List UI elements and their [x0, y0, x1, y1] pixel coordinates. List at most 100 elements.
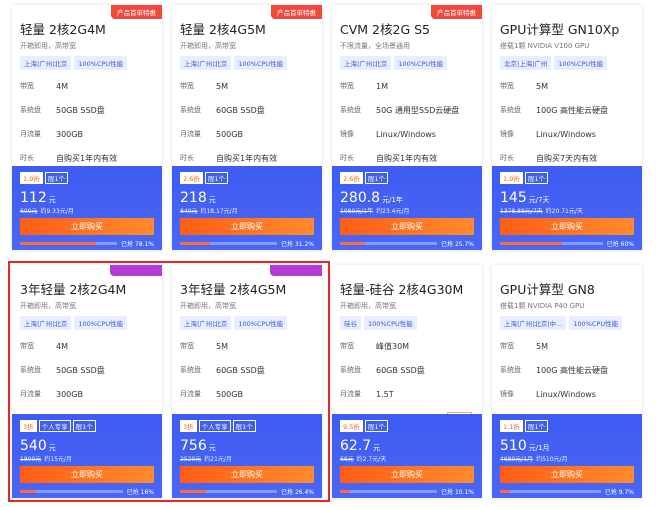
progress: 已抢 10.1% — [340, 487, 474, 496]
buy-button[interactable]: 立即购买 — [500, 218, 634, 235]
spec-label: 系统盘 — [340, 106, 361, 114]
product-card: 轻量-硅谷 2核4G30M 开箱即用，高带宽 硅谷 100%CPU性能 带宽 峰值30M 系… — [332, 265, 482, 498]
spec-row: 带宽 峰值30M — [340, 334, 474, 358]
tag: 上海|广州|北京 — [180, 316, 232, 330]
original-price: 4680元/1月 约510元/月 — [500, 454, 634, 463]
card-subtitle: 开箱即用，高带宽 — [180, 302, 236, 310]
spec-value: Linux/Windows — [536, 389, 596, 399]
card-subtitle: 搭载1颗 NVIDIA V100 GPU — [500, 42, 590, 50]
badge: 限1个 — [204, 172, 228, 184]
tag-list: 上海|广州|北京|中... 100%CPU性能 — [500, 316, 634, 330]
sold-label: 已抢 26.4% — [281, 489, 314, 496]
progress-fill — [500, 242, 562, 245]
buy-button[interactable]: 立即购买 — [20, 218, 154, 235]
per-price: 约20.71元/天 — [545, 208, 583, 215]
spec-value: 5M — [536, 341, 548, 351]
badge-list: 3折 个人专享 限1个 — [180, 420, 314, 432]
ribbon: 产品首单特惠 — [271, 5, 322, 19]
progress: 已抢 26.4% — [180, 487, 314, 496]
card-subtitle: 搭载1颗 NVIDIA P40 GPU — [500, 302, 585, 310]
per-price: 约23.4元/月 — [376, 208, 410, 215]
selection-highlight — [8, 261, 330, 502]
buy-button[interactable]: 立即购买 — [340, 218, 474, 235]
price-value: 218 — [180, 190, 207, 206]
card-title: 3年轻量 2核4G5M — [180, 282, 287, 297]
spec-row: 带宽 1M — [340, 74, 474, 98]
badge: 3折 — [20, 420, 37, 432]
price-panel: 1.9折 限1个 112 元 600元 约9.33元/月 立即购买 已抢 78.1% — [12, 166, 162, 250]
original-price: 1800元 约15元/月 — [20, 454, 154, 463]
card-info: 轻量 2核4G5M 开箱即用，高带宽 上海|广州|北京 100%CPU性能 带宽 5M 系统… — [172, 5, 322, 170]
spec-label: 带宽 — [340, 342, 354, 350]
buy-button[interactable]: 立即购买 — [180, 218, 314, 235]
spec-label: 带宽 — [180, 82, 194, 90]
card-title: GPU计算型 GN8 — [500, 282, 595, 297]
tag: 上海|广州|北京 — [20, 56, 72, 70]
card-subtitle: 开箱即用，高带宽 — [180, 42, 236, 50]
price-panel: 2.6折 限1个 218 元 840元 约18.17元/月 立即购买 已抢 31.2% — [172, 166, 322, 250]
card-subtitle: 开箱即用，高带宽 — [340, 302, 396, 310]
progress: 已抢 60% — [500, 239, 634, 248]
buy-button[interactable]: 立即购买 — [340, 466, 474, 483]
buy-button[interactable]: 立即购买 — [20, 466, 154, 483]
progress-fill — [340, 242, 365, 245]
original-price: 1378.88元/7天 约20.71元/天 — [500, 206, 634, 215]
tag: 北京|上海|广州 — [500, 56, 552, 70]
spec-label: 带宽 — [500, 342, 514, 350]
spec-label: 系统盘 — [180, 366, 201, 374]
product-card: 3年轻量 2核4G5M 开箱即用，高带宽 上海|广州|北京 100%CPU性能 带宽 5M… — [172, 265, 322, 498]
price-panel: 2.6折 限1个 280.8 元/1年 1080元/1年 约23.4元/月 立即购买 已抢 2… — [332, 166, 482, 250]
progress: 已抢 9.7% — [500, 487, 634, 496]
sold-label: 已抢 60% — [606, 241, 634, 248]
price-unit: 元/1年 — [382, 196, 403, 204]
spec-value: 5M — [216, 81, 228, 91]
original: 4680元/1月 — [500, 456, 534, 463]
buy-button[interactable]: 立即购买 — [500, 466, 634, 483]
price-unit: 元/1月 — [528, 444, 550, 452]
card-info: GPU计算型 GN10Xp 搭载1颗 NVIDIA V100 GPU 北京|上海|广… — [492, 5, 642, 170]
tag-list: 硅谷 100%CPU性能 — [340, 316, 474, 330]
price-value: 145 — [500, 190, 527, 206]
badge-list: 9.5折 限1个 — [340, 420, 474, 432]
spec-label: 带宽 — [20, 342, 34, 350]
original: 66元 — [340, 456, 354, 463]
progress: 已抢 78.1% — [20, 239, 154, 248]
original: 1378.88元/7天 — [500, 208, 543, 215]
progress-track — [180, 242, 278, 245]
spec-value: 50G 通用型SSD云硬盘 — [376, 105, 460, 115]
progress-track — [20, 490, 123, 493]
spec-label: 系统盘 — [500, 106, 521, 114]
badge: 限1个 — [364, 172, 388, 184]
badge-list: 1.1折 限1个 — [500, 420, 634, 432]
progress-fill — [500, 490, 510, 493]
sold-label: 已抢 16% — [126, 489, 154, 496]
badge: 限1个 — [72, 420, 96, 432]
spec-list: 带宽 5M 系统盘 60GB SSD盘 月流量 500GB 时长 自购买1年内有效 — [180, 74, 314, 170]
per-price: 约9.33元/月 — [40, 208, 74, 215]
price-value: 540 — [20, 438, 47, 454]
card-info: CVM 2核2G S5 不限流量，全场景通用 上海|广州|北京 100%CPU性能 带宽… — [332, 5, 482, 170]
tag-list: 上海|广州|北京 100%CPU性能 — [20, 56, 154, 70]
badge: 2.6折 — [180, 172, 203, 184]
badge: 9.5折 — [340, 420, 363, 432]
original-price: 840元 约18.17元/月 — [180, 206, 314, 215]
price-value: 62.7 — [340, 438, 372, 454]
spec-label: 月流量 — [180, 130, 201, 138]
spec-row: 镜像 Linux/Windows — [340, 122, 474, 146]
buy-button[interactable]: 立即购买 — [180, 466, 314, 483]
badge: 限1个 — [44, 172, 68, 184]
card-subtitle: 不限流量，全场景通用 — [340, 42, 410, 50]
spec-row: 带宽 4M — [20, 334, 154, 358]
badge: 1.9折 — [20, 172, 43, 184]
spec-label: 带宽 — [20, 82, 34, 90]
per-price: 约510元/月 — [536, 456, 568, 463]
spec-row: 时长 自购买1年内有效 — [340, 146, 474, 170]
badge: 3折 — [180, 420, 197, 432]
original: 600元 — [20, 208, 38, 215]
price-unit: 元 — [208, 196, 216, 204]
product-card: 产品首单特惠 轻量 2核2G4M 开箱即用，高带宽 上海|广州|北京 100%CPU性能… — [12, 5, 162, 250]
per-price: 约18.17元/月 — [200, 208, 238, 215]
tag: 100%CPU性能 — [234, 316, 288, 330]
spec-value: 1M — [376, 81, 388, 91]
